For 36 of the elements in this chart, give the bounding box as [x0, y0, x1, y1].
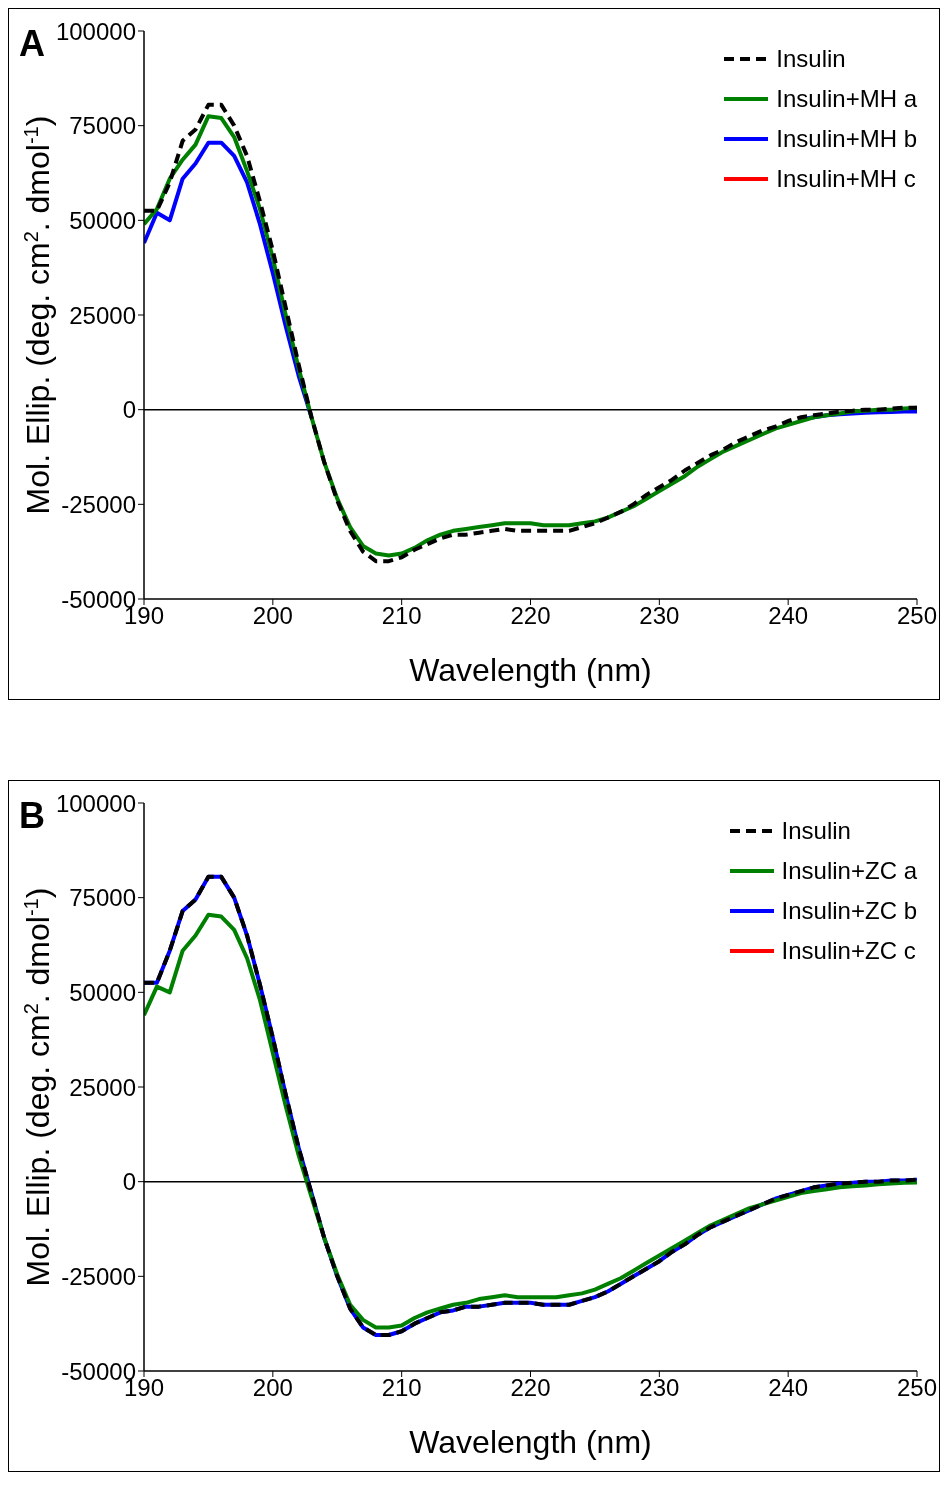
x-tick-label: 200	[252, 602, 293, 630]
x-tick-label: 250	[896, 1374, 938, 1402]
x-tick-label: 230	[639, 602, 680, 630]
legend-label: Insulin+ZC b	[781, 896, 917, 926]
y-tick-label: 0	[122, 396, 136, 424]
x-tick-label: 200	[252, 1374, 293, 1402]
y-tick-label: 50000	[69, 206, 136, 234]
y-tick-label: -25000	[61, 490, 136, 518]
x-tick-label: 220	[510, 602, 551, 630]
y-tick-label: 75000	[69, 112, 136, 140]
legend-label: Insulin	[781, 816, 851, 846]
x-tick-label: 230	[639, 1374, 680, 1402]
legend-label: Insulin+MH b	[776, 124, 917, 154]
legend-label: Insulin+ZC a	[781, 856, 917, 886]
legend-label: Insulin+MH a	[776, 84, 917, 114]
x-axis-title: Wavelength (nm)	[409, 652, 652, 688]
y-tick-label: 100000	[55, 17, 136, 45]
legend-label: Insulin+ZC c	[781, 936, 916, 966]
y-tick-label: 25000	[69, 301, 136, 329]
y-tick-label: 75000	[69, 884, 136, 912]
x-tick-label: 210	[381, 1374, 422, 1402]
legend-label: Insulin	[776, 44, 846, 74]
y-tick-label: 50000	[69, 978, 136, 1006]
y-tick-label: 100000	[55, 789, 136, 817]
y-tick-label: -25000	[61, 1262, 136, 1290]
x-tick-label: 220	[510, 1374, 551, 1402]
chart-title: B	[19, 795, 45, 837]
legend-label: Insulin+MH c	[776, 164, 916, 194]
y-tick-label: 0	[122, 1168, 136, 1196]
x-tick-label: 210	[381, 602, 422, 630]
y-tick-label: 25000	[69, 1073, 136, 1101]
chart-title: A	[19, 23, 45, 65]
x-tick-label: 240	[768, 1374, 809, 1402]
x-axis-title: Wavelength (nm)	[409, 1424, 652, 1460]
x-tick-label: 250	[896, 602, 938, 630]
x-tick-label: 240	[768, 602, 809, 630]
